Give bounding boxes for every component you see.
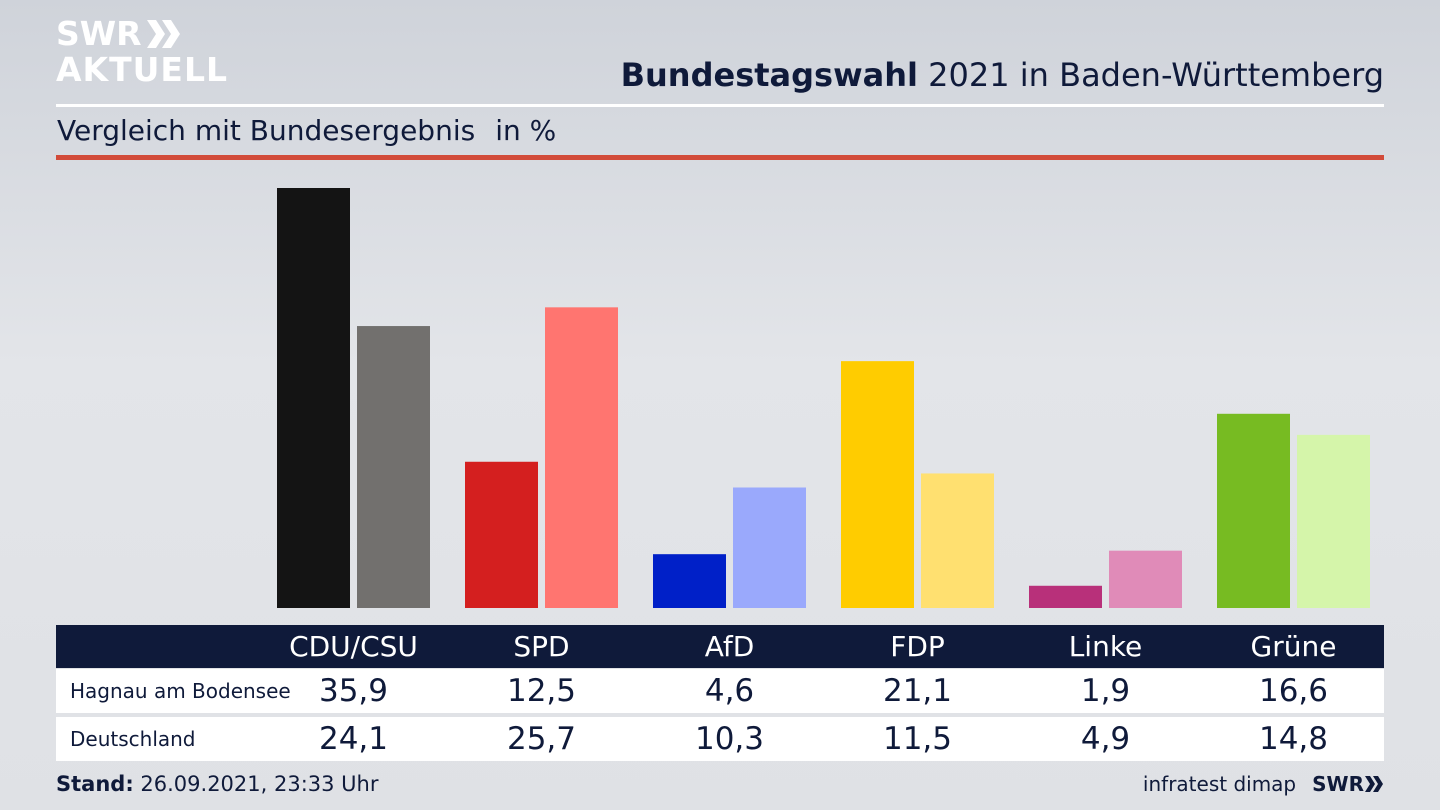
stand-label: Stand: (56, 772, 134, 796)
bar-cdu-csu-local (277, 188, 350, 608)
bar-spd-local (465, 461, 538, 608)
table-cell: 35,9 (318, 673, 389, 709)
table-cell: 16,6 (1258, 673, 1329, 709)
column-header: Linke (1068, 630, 1143, 663)
double-chevron-icon (1365, 776, 1383, 792)
column-header: SPD (513, 630, 570, 663)
stand-value: 26.09.2021, 23:33 Uhr (133, 772, 379, 796)
unit-label: in % (495, 114, 557, 147)
column-header: AfD (704, 630, 755, 663)
chart-title: Bundestagswahl 2021 in Baden-Württemberg (621, 56, 1384, 94)
table-row: Hagnau am Bodensee 35,9 12,5 4,6 21,1 1,9 16,… (56, 669, 1384, 713)
title-bold: Bundestagswahl (620, 56, 918, 94)
source-credit: infratest dimap SWR (1143, 772, 1384, 796)
title-divider (56, 104, 1384, 107)
table-cell: 4,6 (704, 673, 755, 709)
bar-grüne-national (1297, 434, 1370, 608)
bar-afd-local (653, 554, 726, 608)
table-cell: 11,5 (882, 721, 953, 757)
table-cell: 10,3 (694, 721, 765, 757)
table-header-row: CDU/CSU SPD AfD FDP Linke Grüne (56, 625, 1384, 668)
table-row: Deutschland 24,1 25,7 10,3 11,5 4,9 14,8 (56, 717, 1384, 761)
table-cell: 25,7 (506, 721, 577, 757)
source-label: infratest dimap (1142, 772, 1297, 796)
bar-afd-national (733, 487, 806, 608)
column-header: Grüne (1250, 630, 1337, 663)
table-cell: 1,9 (1080, 673, 1131, 709)
bar-grüne-local (1217, 413, 1290, 608)
subtitle-text: Vergleich mit Bundesergebnis (57, 114, 476, 147)
swr-brand: SWR (1312, 772, 1384, 796)
bar-fdp-local (841, 361, 914, 608)
brand-label: SWR (1312, 772, 1364, 796)
double-chevron-icon (145, 20, 183, 48)
timestamp: Stand: 26.09.2021, 23:33 Uhr (56, 772, 379, 796)
table-cell: 4,9 (1080, 721, 1131, 757)
column-header: CDU/CSU (289, 630, 418, 663)
subtitle-divider (56, 155, 1384, 160)
bar-cdu-csu-national (357, 326, 430, 608)
row-label: Deutschland (70, 727, 196, 751)
chart-subtitle: Vergleich mit Bundesergebnis in % (57, 114, 556, 147)
row-label: Hagnau am Bodensee (70, 679, 291, 703)
table-cell: 12,5 (506, 673, 577, 709)
bar-chart (277, 188, 1370, 608)
bar-spd-national (545, 307, 618, 608)
column-header: FDP (890, 630, 945, 663)
title-rest: 2021 in Baden-Württemberg (917, 56, 1384, 94)
logo-line1: SWR (56, 14, 142, 53)
logo-line2: AKTUELL (56, 50, 229, 89)
table-cell: 21,1 (882, 673, 953, 709)
bar-fdp-national (921, 473, 994, 608)
bar-linke-local (1029, 585, 1102, 608)
swr-aktuell-logo: SWR AKTUELL (56, 16, 228, 88)
bar-linke-national (1109, 550, 1182, 608)
table-cell: 14,8 (1258, 721, 1329, 757)
table-cell: 24,1 (318, 721, 389, 757)
